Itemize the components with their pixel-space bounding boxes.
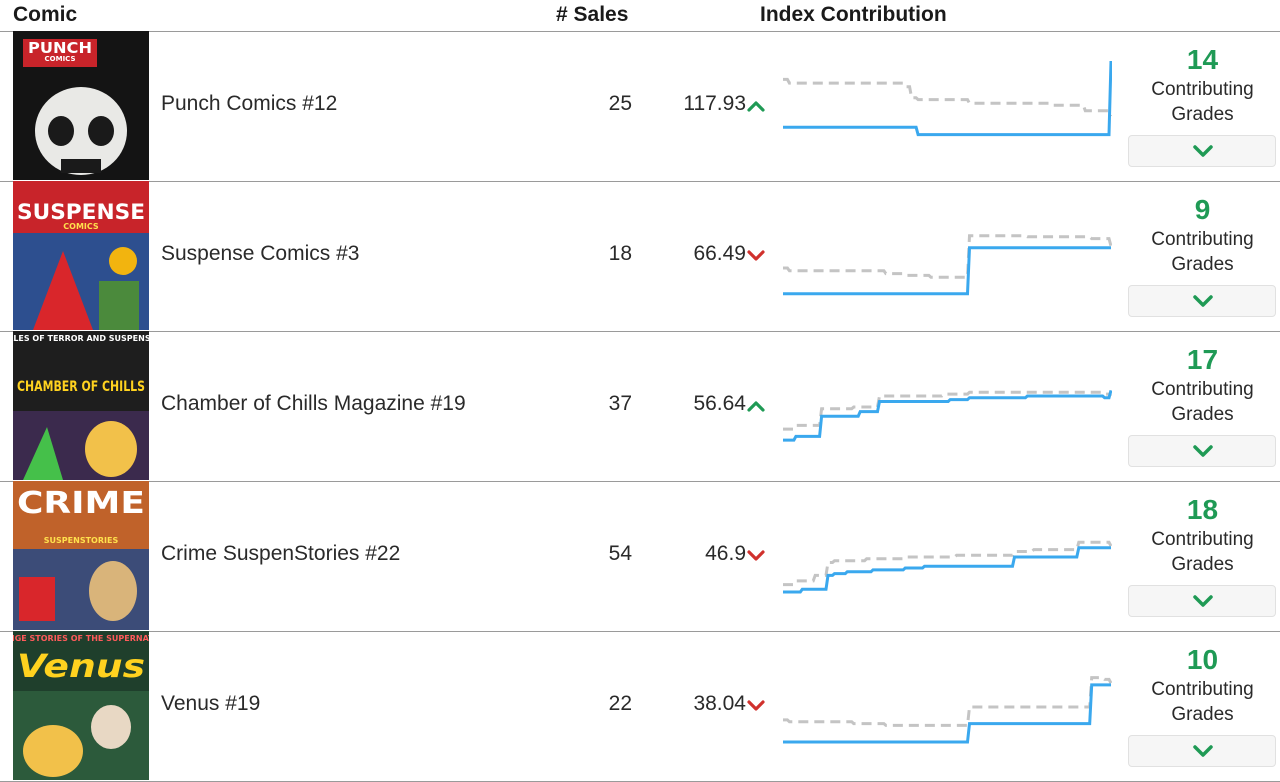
table-row[interactable]: CRIME SUSPENSTORIES Crime SuspenStories #… xyxy=(0,481,1280,632)
contributing-grades-label-line1: Contributing xyxy=(1151,679,1254,700)
contributing-grades-label-line2: Grades xyxy=(1171,704,1234,725)
expand-grades-button[interactable] xyxy=(1128,285,1276,317)
comic-cover-image[interactable]: Venus STRANGE STORIES OF THE SUPERNATURAL xyxy=(13,631,149,780)
sparkline-reference-series xyxy=(783,77,1112,117)
sparkline-reference-series xyxy=(783,390,1112,431)
sales-count: 37 xyxy=(608,392,632,415)
contributing-grades-label-line2: Grades xyxy=(1171,104,1234,125)
trend-down-icon xyxy=(747,550,765,561)
table-row[interactable]: SUSPENSE COMICS Suspense Comics #3 18 66.… xyxy=(0,181,1280,332)
contributing-grades-label-line1: Contributing xyxy=(1151,79,1254,100)
comic-cover-title: CRIME xyxy=(17,486,145,521)
contributing-grades: 14 Contributing Grades xyxy=(1128,43,1277,127)
trend-down-indicator xyxy=(747,699,765,713)
index-contribution-sparkline xyxy=(783,234,1112,296)
contributing-grades-label-line1: Contributing xyxy=(1151,229,1254,250)
sparkline-contribution-series xyxy=(783,60,1112,137)
contributing-grades-label-line2: Grades xyxy=(1171,254,1234,275)
column-header-comic[interactable]: Comic xyxy=(13,3,78,26)
table-row[interactable]: Venus STRANGE STORIES OF THE SUPERNATURAL… xyxy=(0,631,1280,782)
comic-title[interactable]: Punch Comics #12 xyxy=(161,92,338,115)
comic-title[interactable]: Chamber of Chills Magazine #19 xyxy=(161,392,466,415)
column-header-index-contribution[interactable]: Index Contribution xyxy=(760,3,947,26)
comic-cover-title: Venus xyxy=(17,647,145,685)
contributing-grades-label-line1: Contributing xyxy=(1151,379,1254,400)
comic-cover-art: Venus STRANGE STORIES OF THE SUPERNATURAL xyxy=(13,631,149,780)
index-contribution-value: 46.9 xyxy=(705,542,746,565)
chevron-down-icon xyxy=(1193,745,1213,757)
sparkline-contribution-series xyxy=(783,546,1111,594)
comic-cover-title: CHAMBER OF CHILLS xyxy=(17,379,145,395)
contributing-grades: 18 Contributing Grades xyxy=(1128,493,1277,577)
chevron-down-icon xyxy=(1193,445,1213,457)
sparkline-reference-series xyxy=(783,540,1112,587)
comic-cover-image[interactable]: CHAMBER OF CHILLS TALES OF TERROR AND SUS… xyxy=(13,331,149,480)
contributing-grades-label-line1: Contributing xyxy=(1151,529,1254,550)
index-contribution-value: 38.04 xyxy=(693,692,746,715)
trend-down-indicator xyxy=(747,249,765,263)
sparkline-contribution-series xyxy=(783,390,1112,442)
comic-cover-subtitle: TALES OF TERROR AND SUSPENSE! xyxy=(13,334,149,343)
comic-cover-subtitle: SUSPENSTORIES xyxy=(44,536,119,545)
comic-title[interactable]: Venus #19 xyxy=(161,692,261,715)
column-header-sales[interactable]: # Sales xyxy=(556,3,629,26)
sparkline-reference-series xyxy=(783,676,1112,727)
expand-grades-button[interactable] xyxy=(1128,435,1276,467)
contributing-grades: 17 Contributing Grades xyxy=(1128,343,1277,427)
chevron-down-icon xyxy=(1193,145,1213,157)
comic-cover-art: CHAMBER OF CHILLS TALES OF TERROR AND SUS… xyxy=(13,331,149,480)
expand-grades-button[interactable] xyxy=(1128,135,1276,167)
comic-title[interactable]: Suspense Comics #3 xyxy=(161,242,360,265)
contributing-grades: 10 Contributing Grades xyxy=(1128,643,1277,727)
trend-up-icon xyxy=(747,101,765,112)
index-contribution-sparkline xyxy=(783,676,1112,744)
expand-grades-button[interactable] xyxy=(1128,735,1276,767)
index-contribution-value: 66.49 xyxy=(693,242,746,265)
comic-cover-image[interactable]: CRIME SUSPENSTORIES xyxy=(13,481,149,630)
trend-up-icon xyxy=(747,401,765,412)
comic-cover-subtitle: STRANGE STORIES OF THE SUPERNATURAL xyxy=(13,634,149,643)
comic-cover-subtitle: COMICS xyxy=(63,222,99,231)
comic-cover-art: CRIME SUSPENSTORIES xyxy=(13,481,149,630)
table-header: Comic # Sales Index Contribution xyxy=(0,0,1280,32)
comic-cover-title: SUSPENSE xyxy=(17,200,145,224)
sales-count: 22 xyxy=(608,692,632,715)
contributing-grades-label-line2: Grades xyxy=(1171,404,1234,425)
contributing-grades: 9 Contributing Grades xyxy=(1128,193,1277,277)
sales-count: 18 xyxy=(608,242,632,265)
comic-cover-title: PUNCH xyxy=(28,39,92,57)
index-contribution-sparkline xyxy=(783,60,1112,137)
table-row[interactable]: PUNCH COMICS Punch Comics #12 25 117.93 1… xyxy=(0,31,1280,182)
trend-down-indicator xyxy=(747,549,765,563)
trend-down-icon xyxy=(747,250,765,261)
sparkline-contribution-series xyxy=(783,246,1111,296)
comic-title[interactable]: Crime SuspenStories #22 xyxy=(161,542,401,565)
contributing-grades-count: 9 xyxy=(1194,194,1211,225)
chevron-down-icon xyxy=(1193,295,1213,307)
contributing-grades-label-line2: Grades xyxy=(1171,554,1234,575)
sparkline-contribution-series xyxy=(783,683,1111,744)
contributing-grades-count: 14 xyxy=(1186,44,1219,75)
contributing-grades-count: 10 xyxy=(1186,644,1219,675)
contributing-grades-count: 18 xyxy=(1186,494,1219,525)
trend-down-icon xyxy=(747,700,765,711)
comic-cover-image[interactable]: SUSPENSE COMICS xyxy=(13,181,149,330)
chevron-down-icon xyxy=(1193,595,1213,607)
index-contribution-sparkline xyxy=(783,540,1112,594)
index-contribution-value: 56.64 xyxy=(693,392,746,415)
comic-cover-image[interactable]: PUNCH COMICS xyxy=(13,31,149,180)
sparkline-reference-series xyxy=(783,234,1112,279)
index-contribution-sparkline xyxy=(783,390,1112,442)
trend-up-indicator xyxy=(747,399,765,413)
contributing-grades-count: 17 xyxy=(1186,344,1219,375)
table-row[interactable]: CHAMBER OF CHILLS TALES OF TERROR AND SUS… xyxy=(0,331,1280,482)
index-contribution-value: 117.93 xyxy=(683,92,746,115)
sales-count: 54 xyxy=(608,542,632,565)
sales-count: 25 xyxy=(608,92,632,115)
comic-cover-subtitle: COMICS xyxy=(45,55,76,63)
trend-up-indicator xyxy=(747,99,765,113)
expand-grades-button[interactable] xyxy=(1128,585,1276,617)
